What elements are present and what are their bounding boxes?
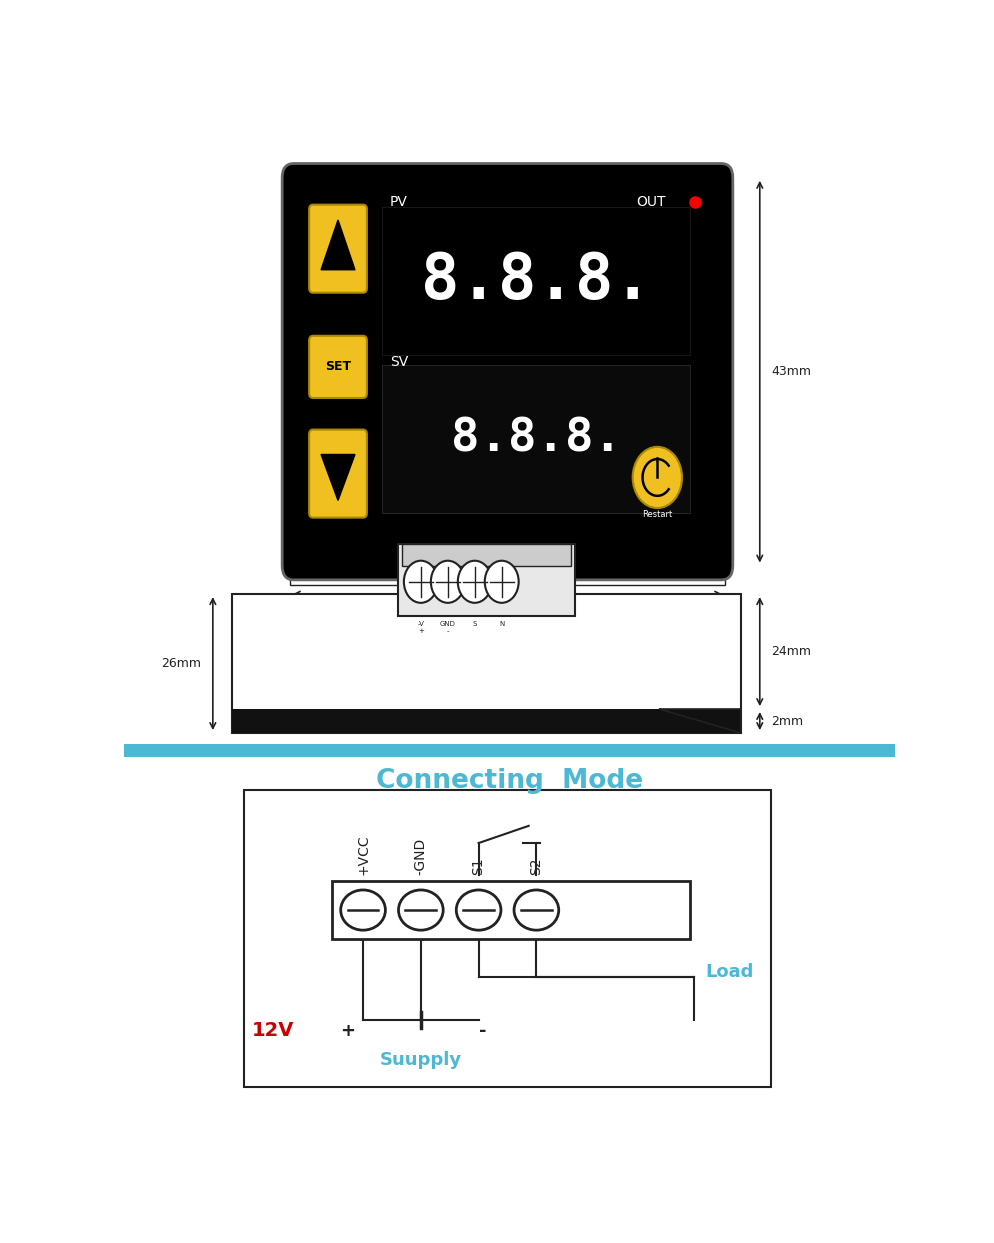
Bar [398,544,575,617]
Text: N: N [499,622,504,626]
Text: -GND: -GND [414,838,427,875]
Bar [244,791,771,1088]
Bar [383,364,691,513]
Bar [233,709,741,733]
Ellipse shape [456,890,501,930]
Text: -: - [479,1022,486,1039]
Text: SET: SET [325,360,351,373]
Text: Load: Load [706,963,754,981]
Text: S2: S2 [530,858,544,875]
Text: 24mm: 24mm [771,645,811,658]
Circle shape [430,561,465,603]
Text: S: S [472,622,477,626]
Circle shape [632,446,682,508]
Polygon shape [321,455,355,501]
Polygon shape [321,220,355,270]
Text: Suupply: Suupply [380,1052,462,1069]
Circle shape [458,561,492,603]
FancyBboxPatch shape [309,430,367,517]
Text: OUT: OUT [636,195,666,209]
Text: Connecting  Mode: Connecting Mode [376,768,643,794]
Ellipse shape [341,890,386,930]
FancyBboxPatch shape [309,205,367,293]
Circle shape [404,561,437,603]
Text: 8.8.8.: 8.8.8. [451,416,622,461]
Bar [383,206,691,355]
Text: 8.8.8.: 8.8.8. [420,250,652,312]
Text: +: + [340,1022,355,1039]
Text: 2mm: 2mm [771,715,803,727]
Text: 43mm: 43mm [771,365,811,378]
Bar [332,881,691,938]
Bar [290,164,726,584]
Bar [124,743,895,757]
Text: 26mm: 26mm [161,658,202,670]
Text: GND
-: GND - [440,622,455,634]
Bar [233,594,741,733]
Text: Restart: Restart [642,511,673,520]
Ellipse shape [399,890,443,930]
FancyBboxPatch shape [309,336,367,398]
Text: +VCC: +VCC [356,834,370,875]
Text: -V
+: -V + [417,622,424,634]
Circle shape [485,561,519,603]
FancyBboxPatch shape [282,164,733,580]
Ellipse shape [514,890,559,930]
Text: 79mm: 79mm [487,605,528,619]
Bar [402,544,571,566]
Text: SV: SV [390,354,409,369]
Text: 12V: 12V [251,1022,294,1040]
Text: S1: S1 [471,856,486,875]
Text: PV: PV [390,195,408,209]
